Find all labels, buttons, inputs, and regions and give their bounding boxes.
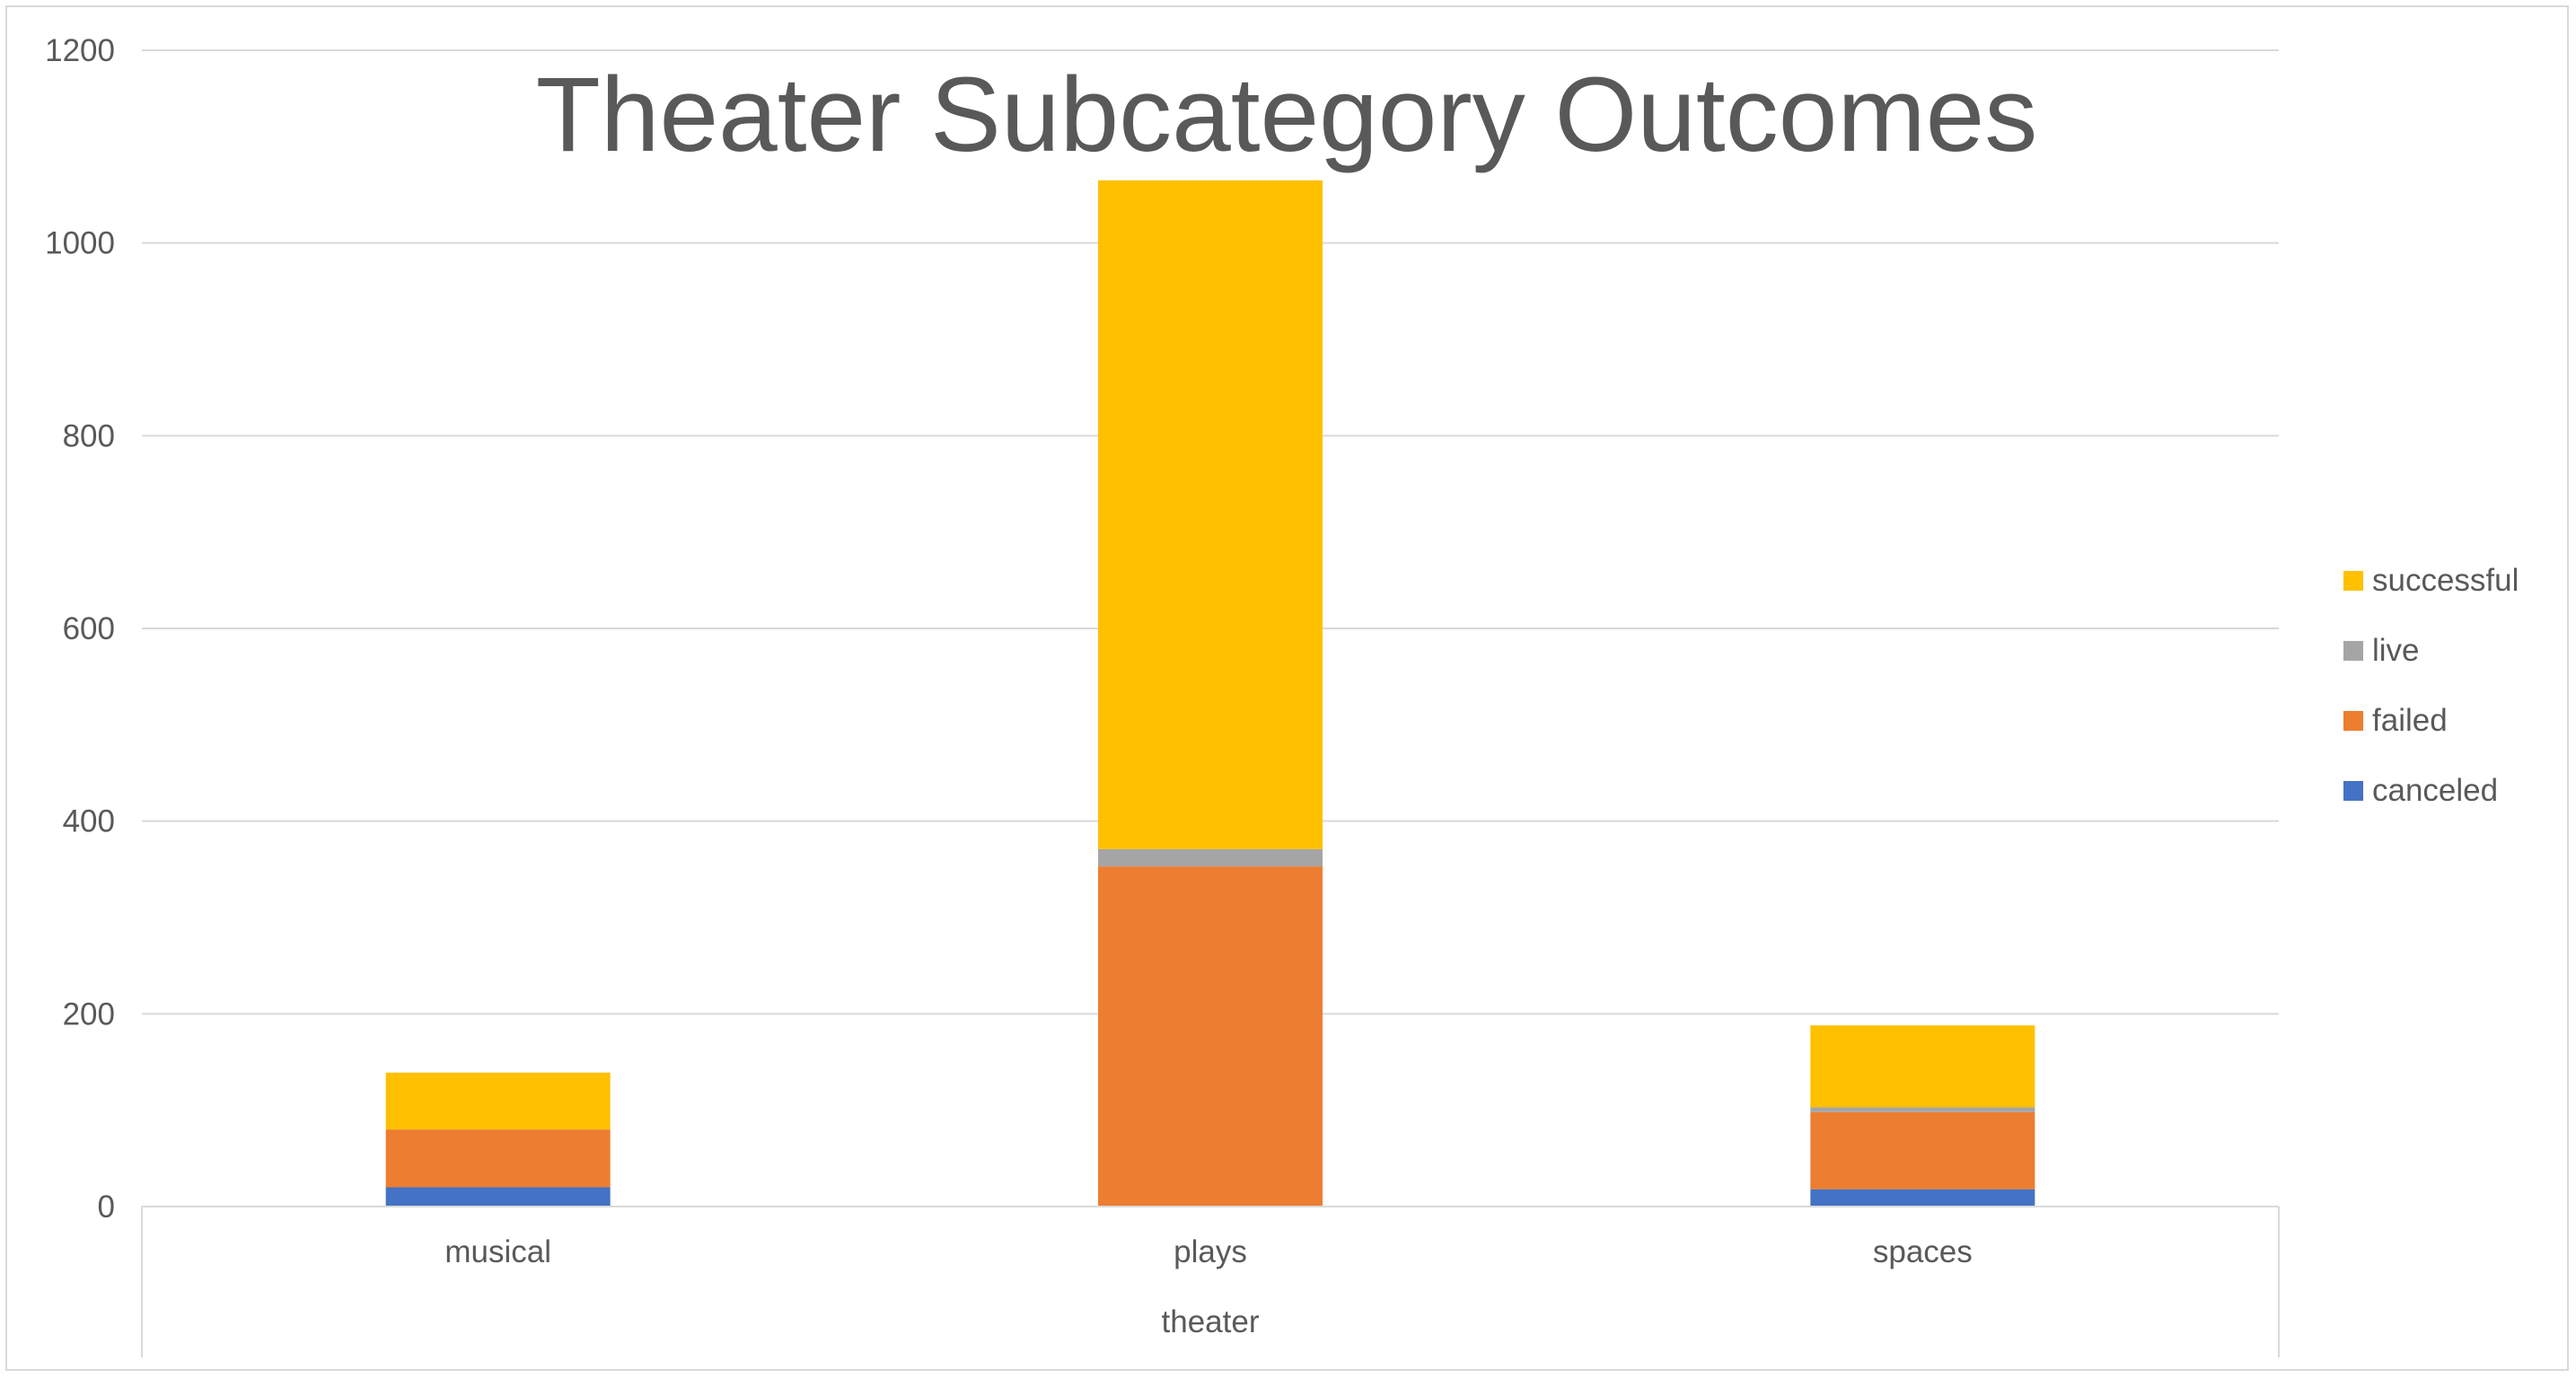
x-tick-label: spaces bbox=[1873, 1234, 1973, 1269]
y-tick-label: 600 bbox=[63, 611, 115, 646]
y-tick-label: 800 bbox=[63, 418, 115, 453]
legend-swatch-live bbox=[2343, 641, 2363, 661]
bar-musical-canceled bbox=[385, 1187, 611, 1207]
y-tick-label: 1200 bbox=[45, 33, 115, 68]
y-tick-label: 0 bbox=[98, 1189, 115, 1224]
chart-area: 0 200 400 600 800 1000 1200 musical plays spaces… bbox=[5, 5, 2569, 1371]
legend-swatch-canceled bbox=[2343, 781, 2363, 801]
x-axis bbox=[141, 1206, 2280, 1357]
y-tick-label: 400 bbox=[63, 804, 115, 839]
legend-label-failed: failed bbox=[2372, 703, 2448, 738]
bar-spaces-live bbox=[1810, 1107, 2035, 1112]
legend-label-canceled: canceled bbox=[2372, 773, 2498, 808]
x-axis-labels: musical plays spaces bbox=[444, 1234, 1972, 1269]
y-tick-label: 1000 bbox=[45, 226, 115, 261]
bar-musical-successful bbox=[385, 1072, 611, 1130]
bars bbox=[385, 180, 2035, 1207]
legend-label-live: live bbox=[2372, 633, 2420, 668]
stacked-bar-chart: 0 200 400 600 800 1000 1200 musical plays spaces… bbox=[45, 33, 2519, 1357]
legend-swatch-failed bbox=[2343, 711, 2363, 731]
legend-label-successful: successful bbox=[2372, 563, 2519, 598]
x-group-label: theater bbox=[1162, 1304, 1260, 1339]
y-axis-ticks: 0 200 400 600 800 1000 1200 bbox=[45, 33, 115, 1224]
x-tick-label: plays bbox=[1174, 1234, 1247, 1269]
x-tick-label: musical bbox=[444, 1234, 551, 1269]
bar-plays-failed bbox=[1098, 866, 1323, 1207]
bar-plays-successful bbox=[1098, 180, 1323, 849]
bar-plays-live bbox=[1098, 848, 1323, 867]
bar-spaces-failed bbox=[1810, 1111, 2035, 1189]
bar-spaces-successful bbox=[1810, 1025, 2035, 1108]
bar-musical-failed bbox=[385, 1129, 611, 1188]
y-tick-label: 200 bbox=[63, 996, 115, 1031]
bar-spaces-canceled bbox=[1810, 1189, 2035, 1207]
chart-title: Theater Subcategory Outcomes bbox=[536, 56, 2038, 174]
legend-swatch-successful bbox=[2343, 571, 2363, 591]
legend: successful live failed canceled bbox=[2343, 563, 2519, 808]
